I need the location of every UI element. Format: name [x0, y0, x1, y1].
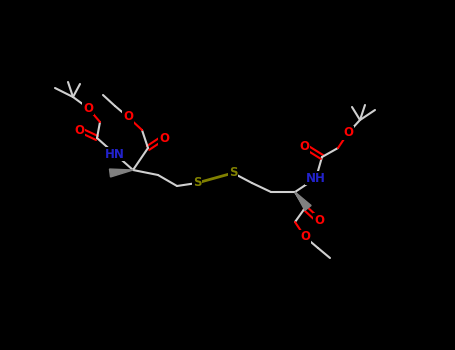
- Text: O: O: [159, 132, 169, 145]
- Text: O: O: [83, 102, 93, 114]
- Text: S: S: [229, 167, 237, 180]
- Text: NH: NH: [306, 172, 326, 184]
- Text: O: O: [300, 231, 310, 244]
- Text: HN: HN: [105, 147, 125, 161]
- Text: O: O: [314, 214, 324, 226]
- Polygon shape: [110, 169, 133, 177]
- Text: O: O: [343, 126, 353, 140]
- Polygon shape: [295, 192, 311, 210]
- Text: O: O: [299, 140, 309, 154]
- Text: O: O: [123, 111, 133, 124]
- Text: S: S: [193, 176, 201, 189]
- Text: O: O: [74, 124, 84, 136]
